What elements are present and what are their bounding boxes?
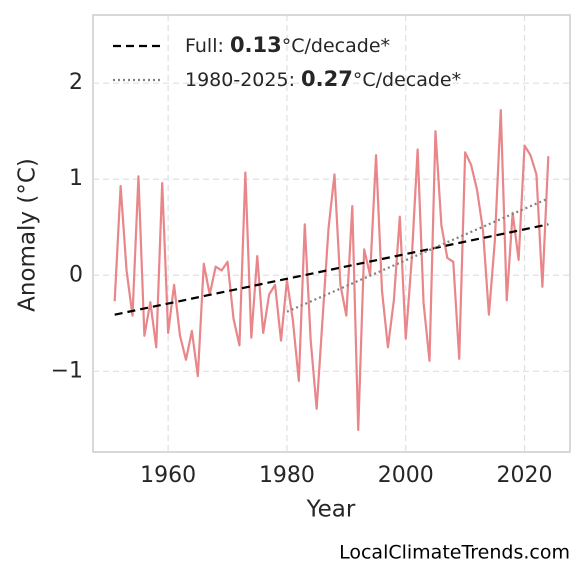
legend-label-part: 0.27 bbox=[301, 67, 353, 91]
watermark: LocalClimateTrends.com bbox=[339, 542, 570, 564]
legend-label-part: 0.13 bbox=[230, 33, 282, 57]
legend-label-part: 1980-2025: bbox=[185, 69, 301, 91]
y-tick-label: 1 bbox=[69, 166, 83, 191]
x-tick-label: 2020 bbox=[497, 463, 553, 488]
legend-label-part: °C/decade* bbox=[353, 69, 461, 91]
data-line bbox=[113, 108, 550, 432]
legend-label: Full: 0.13°C/decade* bbox=[185, 33, 390, 57]
x-tick-label: 1980 bbox=[259, 463, 315, 488]
y-tick-label: −1 bbox=[51, 358, 83, 383]
legend-label-part: °C/decade* bbox=[282, 35, 390, 57]
y-tick-label: 0 bbox=[69, 262, 83, 287]
x-tick-label: 1960 bbox=[140, 463, 196, 488]
legend-label: 1980-2025: 0.27°C/decade* bbox=[185, 67, 461, 91]
x-axis-label: Year bbox=[306, 497, 356, 523]
plot-area bbox=[92, 14, 571, 453]
x-tick-label: 2000 bbox=[378, 463, 434, 488]
y-axis-label: Anomaly (°C) bbox=[15, 158, 41, 312]
y-tick-label: 2 bbox=[69, 70, 83, 95]
trend-line bbox=[114, 223, 549, 316]
legend-label-part: Full: bbox=[185, 35, 230, 57]
